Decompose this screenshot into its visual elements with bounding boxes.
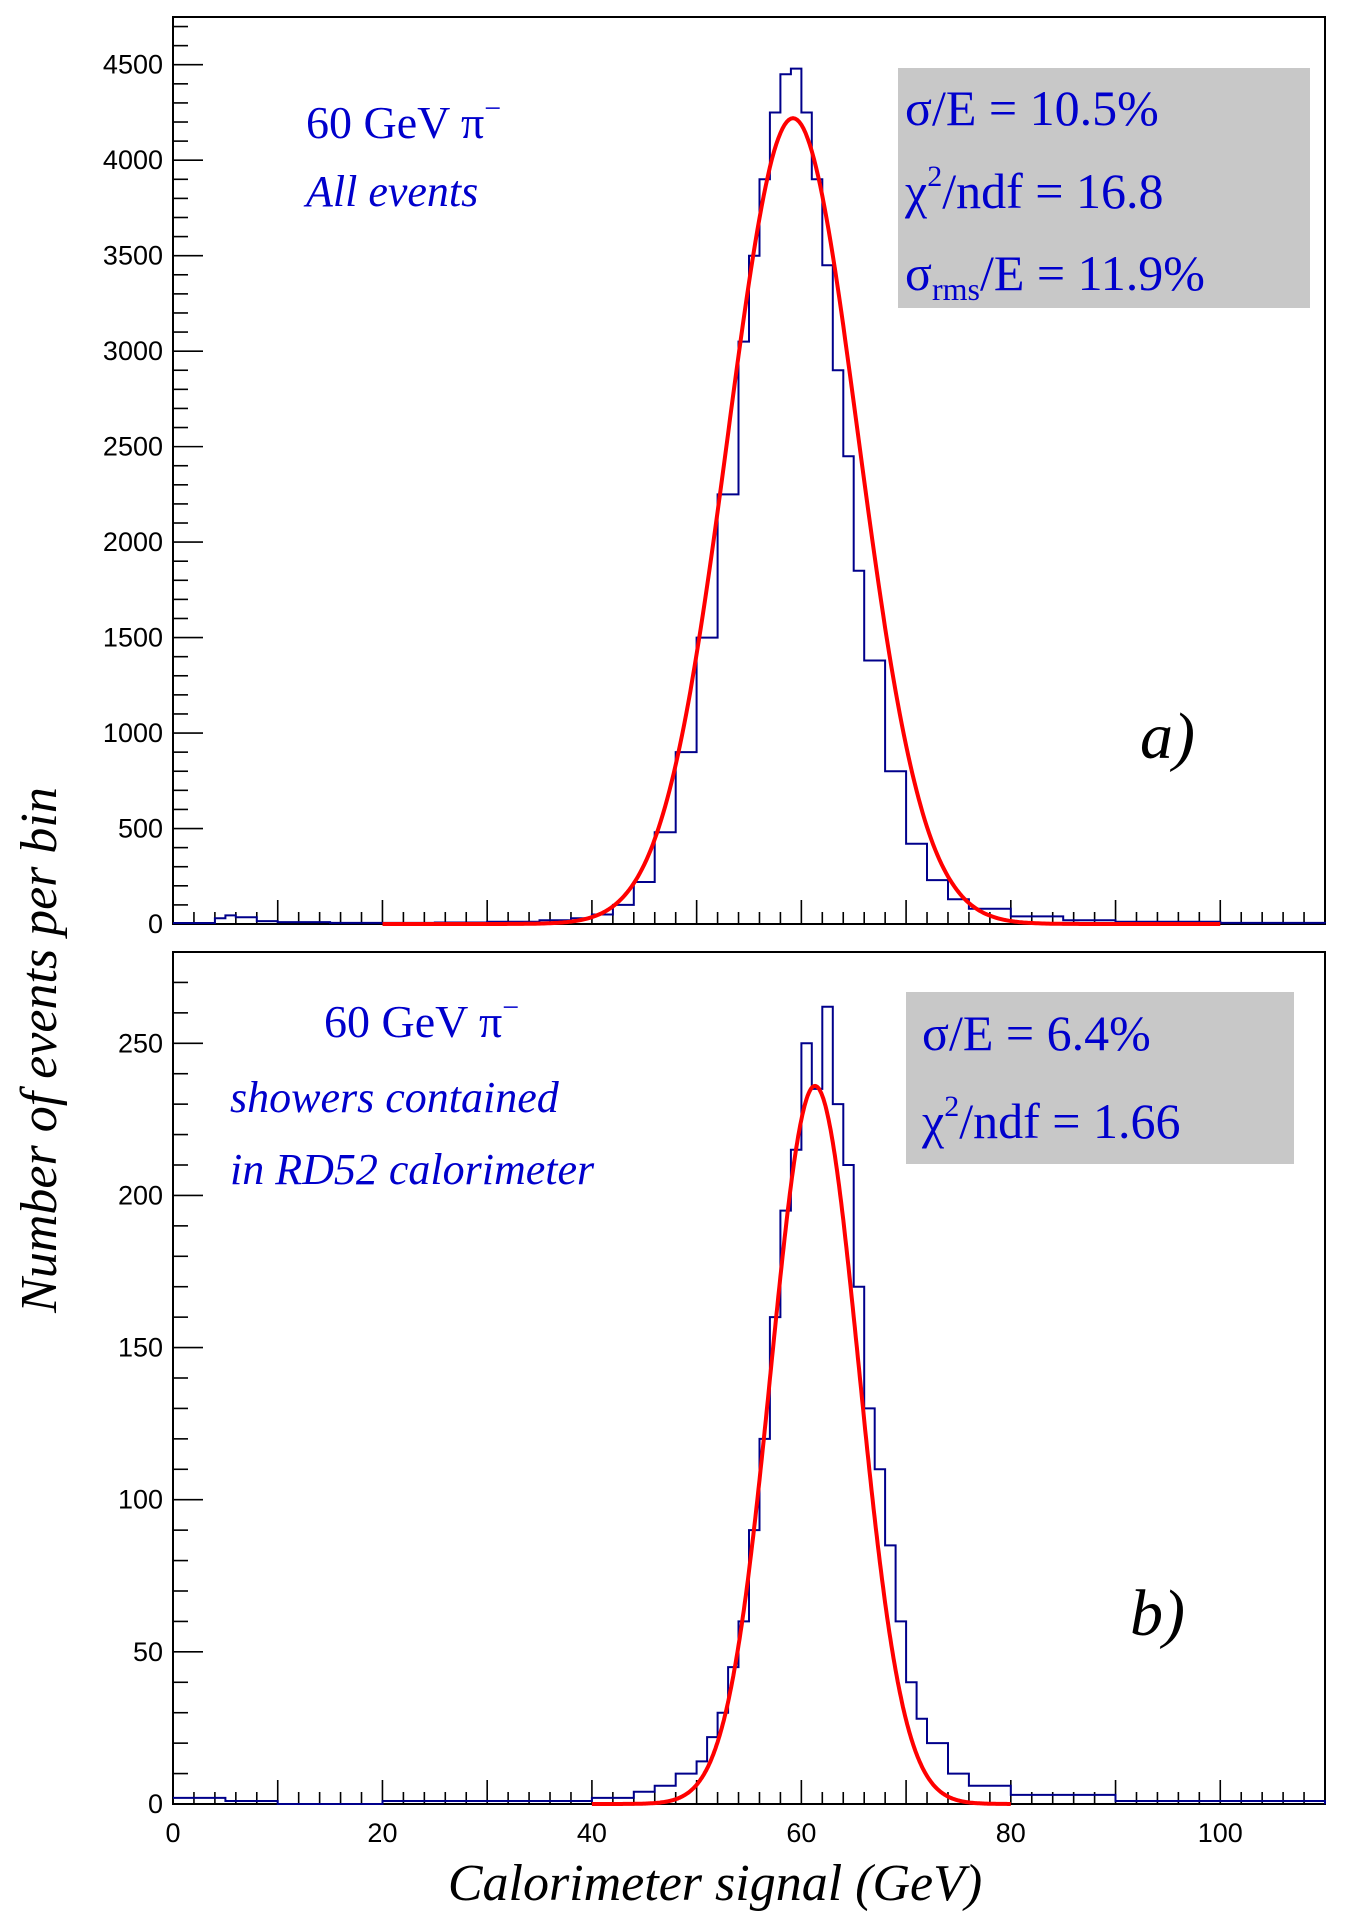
panel-b-stat-resolution: σ/E = 6.4% (922, 1005, 1151, 1061)
panel-b-xtick-label: 80 (996, 1818, 1026, 1848)
panel-a: 0 500 1000 1500 2000 2500 3000 3500 4000 4500 60 … (103, 16, 1326, 939)
panel-b-xtick-label: 0 (165, 1818, 180, 1848)
panel-a-stats-box (898, 68, 1310, 308)
panel-a-ytick-label: 4000 (103, 145, 163, 175)
panel-a-ytick-label: 1000 (103, 718, 163, 748)
panel-a-ytick-label: 3000 (103, 336, 163, 366)
panel-b: 0 20 40 60 80 100 0 50 100 150 200 250 60 GeV π− sh… (118, 951, 1326, 1848)
panel-a-ytick-label: 2000 (103, 527, 163, 557)
panel-b-ticks: 0 20 40 60 80 100 0 50 100 150 200 250 (118, 951, 1326, 1848)
panel-b-fit-curve (591, 1083, 1011, 1806)
panel-b-annotation-line2: showers contained (230, 1073, 560, 1122)
panel-b-xtick-label: 60 (786, 1818, 816, 1848)
x-axis-title: Calorimeter signal (GeV) (448, 1855, 982, 1912)
panel-b-tag: b) (1130, 1577, 1185, 1650)
panel-a-stat-chi2: χ2/ndf = 16.8 (904, 160, 1163, 219)
panel-b-histogram-series (173, 1005, 1326, 1805)
panel-b-ytick-label: 250 (118, 1028, 163, 1058)
panel-b-stat-chi2: χ2/ndf = 1.66 (921, 1090, 1180, 1149)
panel-b-ytick-label: 200 (118, 1180, 163, 1210)
panel-b-annotation-line3: in RD52 calorimeter (230, 1145, 595, 1194)
panel-b-ytick-label: 0 (148, 1789, 163, 1819)
panel-a-stat-rms: σrms/E = 11.9% (905, 245, 1205, 307)
panel-b-stats-box (906, 992, 1294, 1164)
y-axis-title: Number of events per bin (11, 787, 68, 1314)
panel-a-stat-resolution: σ/E = 10.5% (905, 80, 1159, 136)
panel-a-plot-area (173, 67, 1326, 926)
panel-a-annotation-line2: All events (303, 167, 478, 216)
panel-a-annotation-line1: 60 GeV π− (306, 92, 501, 148)
panel-b-ytick-label: 150 (118, 1333, 163, 1363)
panel-a-tag: a) (1140, 700, 1195, 773)
panel-a-ticks: 0 500 1000 1500 2000 2500 3000 3500 4000 4500 (103, 25, 1326, 939)
panel-a-ytick-label: 1500 (103, 623, 163, 653)
panel-a-ytick-label: 3500 (103, 241, 163, 271)
panel-b-xtick-label: 100 (1198, 1818, 1243, 1848)
panel-b-xtick-label: 40 (577, 1818, 607, 1848)
panel-b-annotation-line1: 60 GeV π− (324, 991, 519, 1047)
panel-a-ytick-label: 4500 (103, 50, 163, 80)
panel-a-ytick-label: 0 (148, 909, 163, 939)
panel-a-ytick-label: 500 (118, 814, 163, 844)
panel-a-fit-curve (382, 116, 1221, 926)
panel-b-plot-area (173, 1005, 1326, 1806)
panel-a-ytick-label: 2500 (103, 432, 163, 462)
panel-a-frame (172, 16, 1326, 925)
panel-b-xtick-label: 20 (367, 1818, 397, 1848)
panel-b-ytick-label: 100 (118, 1485, 163, 1515)
panel-b-ytick-label: 50 (133, 1637, 163, 1667)
